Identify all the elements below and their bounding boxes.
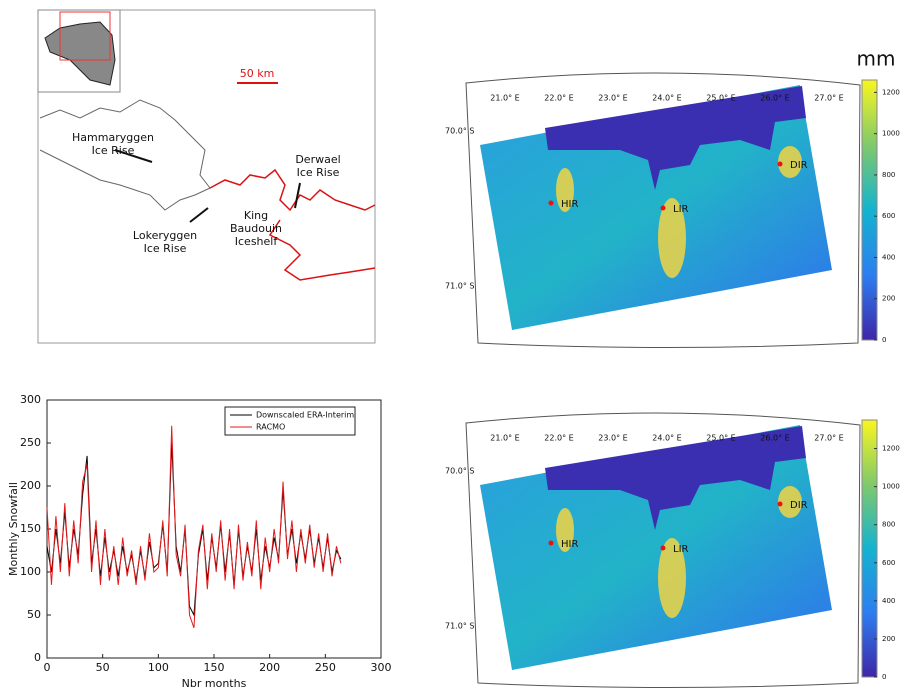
high-field: [658, 538, 686, 618]
colorbar-tick-label: 0: [882, 336, 886, 344]
map-label: Derwael: [295, 153, 340, 166]
colorbar-tick-label: 1200: [882, 88, 900, 96]
map-label: Ice Rise: [92, 144, 135, 157]
map-label: Ice Rise: [297, 166, 340, 179]
site-label: HIR: [561, 199, 578, 210]
site-marker: [660, 205, 666, 211]
lon-label: 25.0° E: [706, 94, 735, 103]
lon-label: 26.0° E: [760, 434, 789, 443]
x-axis-label: Nbr months: [182, 677, 247, 690]
colorbar-tick-label: 800: [882, 171, 895, 179]
x-tick-label: 150: [204, 661, 225, 674]
x-tick-label: 0: [44, 661, 51, 674]
iceshelf-front: [209, 168, 376, 281]
map-label: King: [244, 209, 268, 222]
map-label: Ice Rise: [144, 242, 187, 255]
lat-label: 71.0° S: [445, 282, 474, 291]
x-tick-label: 50: [96, 661, 110, 674]
lon-label: 21.0° E: [490, 434, 519, 443]
legend: [224, 406, 356, 436]
lat-label: 70.0° S: [445, 127, 474, 136]
y-tick-label: 300: [20, 393, 41, 406]
coast: [39, 99, 211, 211]
map-label: Baudouin: [230, 222, 282, 235]
colorbar-tick-label: 600: [882, 559, 895, 567]
map-label: Iceshelf: [235, 235, 279, 248]
map-label: Lokeryggen: [133, 229, 197, 242]
x-tick-label: 200: [259, 661, 280, 674]
high-field: [658, 198, 686, 278]
site-label: LIR: [673, 204, 689, 215]
site-label: HIR: [561, 539, 578, 550]
colorbar-tick-label: 0: [882, 673, 886, 681]
colorbar-tick-label: 200: [882, 295, 895, 303]
map-label: Hammaryggen: [72, 131, 154, 144]
scale-label: 50 km: [240, 67, 275, 80]
y-tick-label: 150: [20, 522, 41, 535]
colorbar-tick-label: 1200: [882, 445, 900, 453]
y-tick-label: 100: [20, 565, 41, 578]
pointer: [114, 149, 153, 163]
colorbar: [861, 419, 878, 678]
colorbar-tick-label: 400: [882, 253, 895, 261]
heatmap-panel: HIR LIR DIR 21.0° E 22.0° E 23.0° E 24.0° E 25.…: [445, 47, 900, 348]
high-field: [778, 146, 802, 178]
series-line: [46, 425, 342, 629]
lon-label: 27.0° E: [814, 94, 843, 103]
lon-label: 24.0° E: [652, 434, 681, 443]
pointer: [189, 207, 209, 223]
inset-box: [59, 11, 111, 61]
antarctica: [44, 21, 116, 86]
colorbar-tick-label: 1000: [882, 130, 900, 138]
colorbar-unit: mm: [857, 47, 896, 71]
colorbar-tick-label: 800: [882, 521, 895, 529]
high-field: [778, 486, 802, 518]
y-tick-label: 200: [20, 479, 41, 492]
colorbar-tick-label: 600: [882, 212, 895, 220]
site-marker: [777, 501, 783, 507]
lon-label: 23.0° E: [598, 434, 627, 443]
y-tick-label: 50: [27, 608, 41, 621]
y-axis-label: Monthly Snowfall: [7, 482, 20, 576]
colorbar-tick-label: 1000: [882, 483, 900, 491]
lat-label: 71.0° S: [445, 622, 474, 631]
high-field: [556, 508, 574, 552]
lon-label: 25.0° E: [706, 434, 735, 443]
y-tick-label: 0: [34, 651, 41, 664]
low-field: [545, 86, 806, 190]
high-field: [556, 168, 574, 212]
lon-label: 24.0° E: [652, 94, 681, 103]
x-tick-label: 100: [148, 661, 169, 674]
low-field: [545, 426, 806, 530]
site-marker: [548, 200, 554, 206]
lon-label: 23.0° E: [598, 94, 627, 103]
site-marker: [777, 161, 783, 167]
site-label: LIR: [673, 544, 689, 555]
pointer: [294, 182, 301, 209]
lon-label: 22.0° E: [544, 94, 573, 103]
legend-label: RACMO: [256, 423, 285, 432]
lon-label: 21.0° E: [490, 94, 519, 103]
lon-label: 22.0° E: [544, 434, 573, 443]
legend-label: Downscaled ERA-Interim: [256, 411, 354, 420]
site-marker: [660, 545, 666, 551]
site-label: DIR: [790, 500, 808, 511]
colorbar: [861, 79, 878, 341]
colorbar-tick-label: 400: [882, 597, 895, 605]
lat-label: 70.0° S: [445, 467, 474, 476]
y-tick-label: 250: [20, 436, 41, 449]
lon-label: 26.0° E: [760, 94, 789, 103]
plot-area: [46, 399, 382, 659]
colorbar-tick-label: 200: [882, 635, 895, 643]
heatmap-panel: HIR LIR DIR 21.0° E 22.0° E 23.0° E 24.0° E 25.…: [445, 412, 900, 688]
series-line: [46, 442, 342, 617]
map-panel: [37, 9, 376, 344]
site-marker: [548, 540, 554, 546]
site-label: DIR: [790, 160, 808, 171]
x-tick-label: 250: [315, 661, 336, 674]
lon-label: 27.0° E: [814, 434, 843, 443]
x-tick-label: 300: [371, 661, 392, 674]
